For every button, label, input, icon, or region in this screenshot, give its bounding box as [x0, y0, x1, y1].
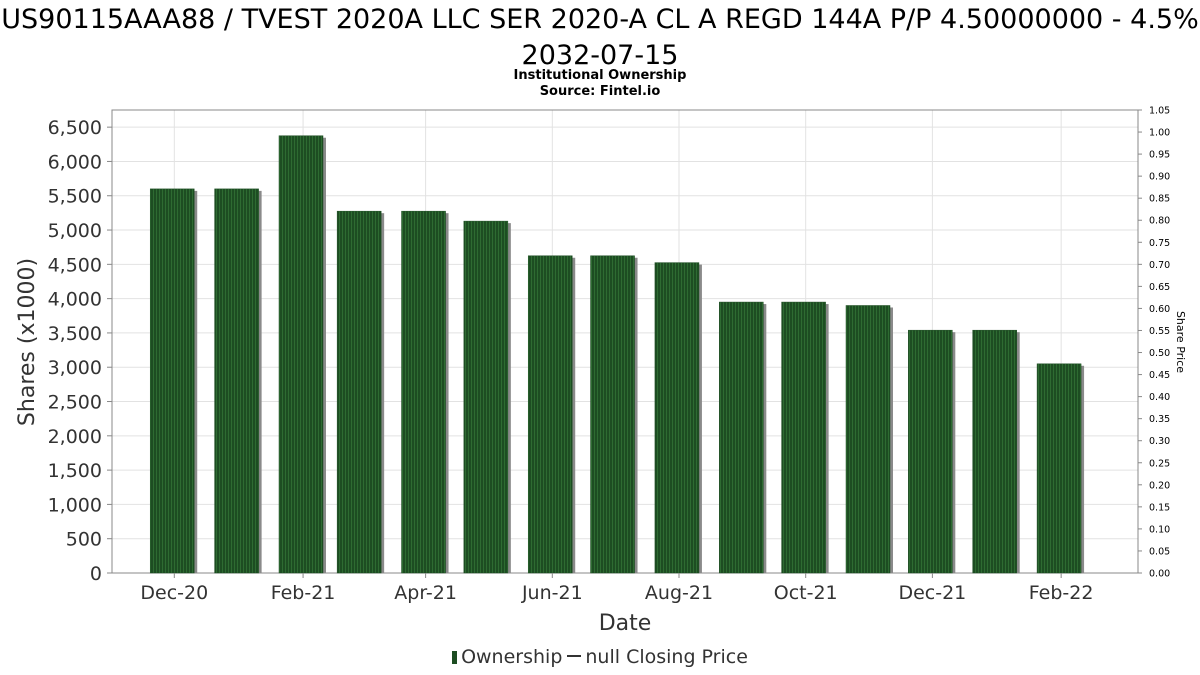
left-tick-label: 3,000	[48, 357, 102, 379]
x-tick-label: Dec-20	[140, 582, 208, 604]
x-tick-label: Apr-21	[394, 582, 457, 604]
left-tick-label: 2,500	[48, 392, 102, 414]
ownership-bar	[908, 329, 953, 574]
ownership-bar	[781, 301, 826, 574]
ownership-bar	[336, 210, 382, 574]
ownership-legend-label: Ownership	[461, 646, 563, 668]
left-axis-ticks: 0 500 1,000 1,500 2,000 2,500 3,000 3,500 4,000 4…	[48, 117, 112, 585]
right-axis-ticks: 0.00 0.05 0.10 0.15 0.20 0.25 0.30 0.35 0.40 0.45…	[1138, 106, 1170, 580]
ownership-legend-swatch	[452, 651, 458, 664]
right-tick-label: 1.05	[1149, 106, 1170, 117]
left-tick-label: 1,000	[48, 494, 102, 516]
right-tick-label: 0.85	[1149, 194, 1170, 205]
bars	[149, 135, 1085, 574]
y-axis-title: Shares (x1000)	[15, 258, 40, 426]
right-tick-label: 0.60	[1149, 304, 1170, 315]
left-tick-label: 1,500	[48, 460, 102, 482]
x-axis-title: Date	[599, 611, 652, 636]
x-tick-label: Jun-21	[521, 582, 583, 604]
right-tick-label: 0.65	[1149, 282, 1170, 293]
x-tick-label: Feb-21	[271, 582, 336, 604]
ownership-bar	[463, 220, 509, 574]
x-tick-label: Feb-22	[1029, 582, 1094, 604]
ownership-bar	[845, 305, 891, 574]
right-tick-label: 0.35	[1149, 414, 1170, 425]
right-tick-label: 1.00	[1149, 128, 1170, 139]
ownership-bar	[654, 262, 700, 574]
x-tick-label: Oct-21	[774, 582, 838, 604]
price-legend-line-icon	[567, 655, 582, 657]
ownership-bar	[214, 188, 259, 574]
ownership-bar	[278, 135, 324, 574]
subtitle-ownership: Institutional Ownership	[513, 68, 687, 83]
right-tick-label: 0.55	[1149, 326, 1170, 337]
right-tick-label: 0.50	[1149, 348, 1170, 359]
ownership-bar	[1036, 363, 1082, 574]
right-tick-label: 0.15	[1149, 502, 1170, 513]
left-tick-label: 5,500	[48, 186, 102, 208]
x-axis-ticks: Dec-20 Feb-21 Apr-21 Jun-21 Aug-21 Oct-21 Dec-…	[140, 573, 1093, 604]
y2-axis-title: Share Price	[1174, 311, 1187, 373]
right-tick-label: 0.05	[1149, 546, 1170, 557]
right-tick-label: 0.70	[1149, 260, 1170, 271]
left-tick-label: 6,000	[48, 151, 102, 173]
legend: Ownership null Closing Price	[0, 646, 1200, 668]
left-tick-label: 500	[66, 529, 102, 551]
ownership-bar	[972, 329, 1017, 574]
left-tick-label: 3,500	[48, 323, 102, 345]
right-tick-label: 0.80	[1149, 216, 1170, 227]
subtitle-source: Source: Fintel.io	[539, 84, 661, 99]
left-tick-label: 5,000	[48, 220, 102, 242]
right-tick-label: 0.40	[1149, 392, 1170, 403]
chart-subtitle: Institutional Ownership Source: Fintel.i…	[0, 68, 1200, 100]
left-tick-label: 4,000	[48, 289, 102, 311]
price-legend-label: null Closing Price	[585, 646, 748, 668]
right-tick-label: 0.10	[1149, 524, 1170, 535]
ownership-bar	[527, 255, 573, 574]
x-tick-label: Dec-21	[898, 582, 966, 604]
ownership-bar	[149, 188, 195, 574]
chart-title: US90115AAA88 / TVEST 2020A LLC SER 2020-…	[1, 4, 1199, 71]
right-tick-label: 0.75	[1149, 238, 1170, 249]
right-tick-label: 0.25	[1149, 458, 1170, 469]
right-tick-label: 0.00	[1149, 569, 1170, 580]
left-tick-label: 0	[90, 563, 102, 585]
ownership-bar	[401, 210, 446, 574]
right-tick-label: 0.95	[1149, 150, 1170, 161]
left-tick-label: 2,000	[48, 426, 102, 448]
ownership-bar	[590, 255, 635, 574]
ownership-bar	[719, 301, 764, 574]
left-tick-label: 4,500	[48, 254, 102, 276]
right-tick-label: 0.90	[1149, 172, 1170, 183]
right-tick-label: 0.45	[1149, 370, 1170, 381]
right-tick-label: 0.30	[1149, 436, 1170, 447]
x-tick-label: Aug-21	[645, 582, 713, 604]
right-tick-label: 0.20	[1149, 480, 1170, 491]
left-tick-label: 6,500	[48, 117, 102, 139]
